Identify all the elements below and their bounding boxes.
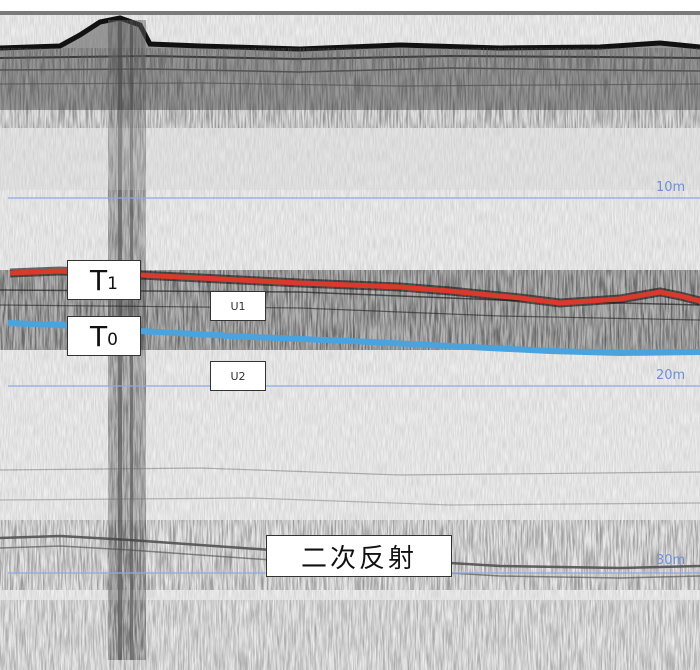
depth-marker-30m: 30m [656, 553, 686, 568]
horizon-t1-subscript: 1 [107, 274, 118, 294]
depth-marker-20m: 20m [656, 368, 686, 383]
depth-marker-10m: 10m [656, 180, 686, 195]
top-border [0, 11, 700, 15]
lower-reflections [0, 467, 700, 670]
multiple-reflection-label: 二次反射 [266, 535, 452, 577]
unit-u1-label: U1 [210, 291, 266, 321]
unit-u2-label: U2 [210, 361, 266, 391]
horizon-t0-subscript: 0 [107, 330, 118, 350]
horizon-t1-name: T [90, 263, 108, 297]
horizon-t0-name: T [90, 319, 108, 353]
